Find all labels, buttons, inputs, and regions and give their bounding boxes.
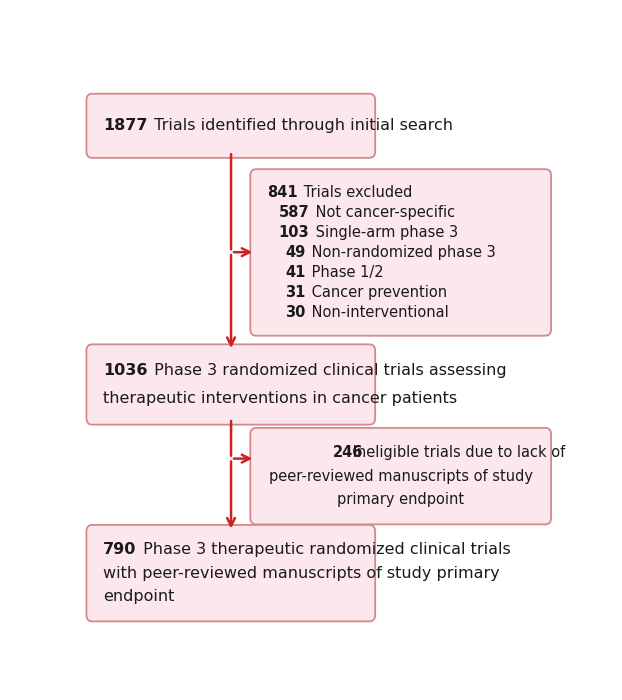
Text: Phase 1/2: Phase 1/2: [307, 265, 384, 280]
Text: 49: 49: [285, 245, 305, 260]
Text: 246: 246: [333, 445, 363, 460]
Text: Ineligible trials due to lack of: Ineligible trials due to lack of: [348, 445, 565, 460]
Text: endpoint: endpoint: [103, 589, 174, 604]
Text: with peer-reviewed manuscripts of study primary: with peer-reviewed manuscripts of study …: [103, 566, 499, 580]
FancyBboxPatch shape: [86, 525, 375, 622]
Text: 587: 587: [279, 204, 309, 220]
Text: 841: 841: [267, 185, 297, 200]
FancyBboxPatch shape: [250, 428, 551, 524]
FancyBboxPatch shape: [250, 169, 551, 336]
Text: 103: 103: [279, 225, 309, 240]
Text: Single-arm phase 3: Single-arm phase 3: [311, 225, 458, 240]
FancyBboxPatch shape: [86, 344, 375, 425]
Text: 1877: 1877: [103, 118, 147, 133]
Text: Non-randomized phase 3: Non-randomized phase 3: [307, 245, 496, 260]
Text: Phase 3 randomized clinical trials assessing: Phase 3 randomized clinical trials asses…: [149, 363, 506, 379]
Text: 30: 30: [285, 305, 305, 320]
FancyBboxPatch shape: [86, 94, 375, 158]
Text: therapeutic interventions in cancer patients: therapeutic interventions in cancer pati…: [103, 391, 457, 405]
Text: 1036: 1036: [103, 363, 147, 379]
Text: 41: 41: [285, 265, 305, 280]
Text: Not cancer-specific: Not cancer-specific: [311, 204, 455, 220]
Text: 31: 31: [285, 285, 305, 300]
Text: peer-reviewed manuscripts of study: peer-reviewed manuscripts of study: [269, 468, 532, 484]
Text: Non-interventional: Non-interventional: [307, 305, 448, 320]
Text: Phase 3 therapeutic randomized clinical trials: Phase 3 therapeutic randomized clinical …: [137, 542, 511, 557]
Text: Trials identified through initial search: Trials identified through initial search: [149, 118, 453, 133]
Text: Cancer prevention: Cancer prevention: [307, 285, 447, 300]
Text: primary endpoint: primary endpoint: [337, 492, 464, 508]
Text: Trials excluded: Trials excluded: [299, 185, 412, 200]
Text: 790: 790: [103, 542, 136, 557]
